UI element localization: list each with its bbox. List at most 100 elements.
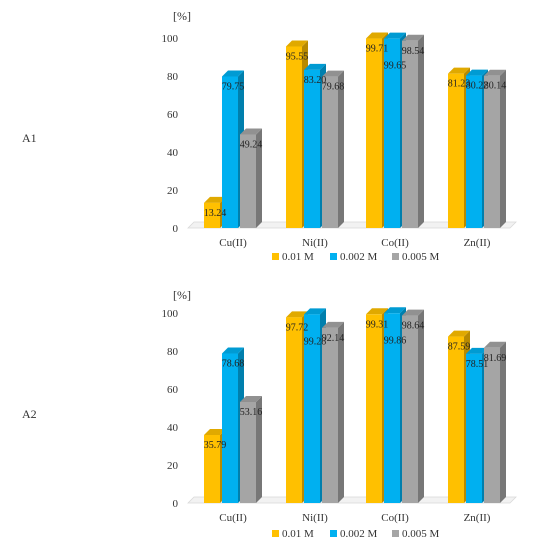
y-tick-label: 40 bbox=[167, 147, 179, 159]
legend-entry: 0.002 M bbox=[340, 528, 378, 540]
legend-entry: 0.002 M bbox=[340, 251, 378, 263]
bar-top bbox=[484, 341, 506, 348]
bar-front bbox=[222, 76, 238, 228]
bar-top bbox=[322, 321, 344, 328]
bar-top bbox=[366, 32, 388, 39]
bar-top bbox=[240, 128, 262, 135]
legend-entry: 0.005 M bbox=[402, 251, 440, 263]
bar-front bbox=[204, 434, 220, 503]
bar-front bbox=[304, 69, 320, 228]
y-tick-label: 80 bbox=[167, 346, 179, 358]
legend: 0.01 M 0.002 M 0.005 M bbox=[272, 528, 440, 540]
bar-top bbox=[466, 347, 488, 354]
data-label: 53.16 bbox=[240, 407, 263, 418]
bar-front bbox=[204, 202, 220, 228]
bar bbox=[402, 34, 424, 228]
bar-top bbox=[384, 32, 406, 39]
bar-top bbox=[448, 67, 470, 74]
x-tick-label: Cu(II) bbox=[219, 512, 247, 524]
bar-top bbox=[222, 347, 244, 354]
legend-swatch bbox=[392, 530, 399, 537]
data-label: 35.79 bbox=[204, 440, 227, 451]
bar-front bbox=[322, 327, 338, 503]
data-label: 99.31 bbox=[366, 319, 389, 330]
data-label: 13.24 bbox=[204, 208, 227, 219]
bar bbox=[484, 69, 506, 228]
bar-side bbox=[256, 395, 262, 503]
legend-entry: 0.005 M bbox=[402, 528, 440, 540]
data-label: 92.14 bbox=[322, 333, 345, 344]
bar-front bbox=[402, 40, 418, 228]
bar bbox=[484, 341, 506, 503]
y-tick-label: 60 bbox=[167, 109, 179, 121]
bar-front bbox=[240, 401, 256, 503]
data-label: 99.28 bbox=[304, 336, 327, 347]
y-tick-label: 100 bbox=[162, 308, 179, 320]
panel-label: A2 bbox=[22, 407, 37, 421]
data-label: 99.71 bbox=[366, 44, 389, 55]
data-label: 98.64 bbox=[402, 321, 425, 332]
data-label: 98.54 bbox=[402, 46, 425, 57]
bar bbox=[240, 395, 262, 503]
bar-front bbox=[322, 76, 338, 228]
bar-front bbox=[222, 353, 238, 503]
y-axis-unit-label: [%] bbox=[173, 9, 191, 23]
data-label: 80.22 bbox=[466, 81, 489, 92]
bar-top bbox=[402, 34, 424, 41]
bar-front bbox=[466, 75, 482, 228]
bar bbox=[322, 70, 344, 228]
bar-front bbox=[240, 134, 256, 228]
bar-side bbox=[418, 309, 424, 503]
bar-front bbox=[384, 38, 400, 228]
y-tick-label: 20 bbox=[167, 460, 179, 472]
legend-swatch bbox=[330, 253, 337, 260]
y-axis-unit-label: [%] bbox=[173, 288, 191, 302]
panel-label: A1 bbox=[22, 131, 37, 145]
bar-front bbox=[448, 73, 464, 229]
data-label: 79.68 bbox=[322, 82, 345, 93]
bar-top bbox=[240, 395, 262, 402]
data-label: 87.59 bbox=[448, 342, 471, 353]
legend-swatch bbox=[272, 530, 279, 537]
x-tick-label: Cu(II) bbox=[219, 237, 247, 249]
data-label: 79.75 bbox=[222, 81, 245, 92]
x-tick-label: Co(II) bbox=[381, 512, 409, 524]
x-tick-label: Zn(II) bbox=[464, 512, 491, 524]
bar-side bbox=[500, 341, 506, 503]
bar-top bbox=[204, 428, 226, 435]
bar-top bbox=[322, 70, 344, 77]
bar-side bbox=[418, 34, 424, 228]
y-tick-label: 40 bbox=[167, 422, 179, 434]
y-tick-label: 20 bbox=[167, 185, 179, 197]
bar-front bbox=[304, 314, 320, 503]
bar-top bbox=[448, 330, 470, 337]
legend: 0.01 M 0.002 M 0.005 M bbox=[272, 251, 440, 263]
data-label: 49.24 bbox=[240, 139, 263, 150]
bar bbox=[240, 128, 262, 228]
bar-side bbox=[338, 321, 344, 503]
bar-top bbox=[484, 69, 506, 76]
legend-entry: 0.01 M bbox=[282, 251, 314, 263]
bar-top bbox=[286, 311, 308, 318]
bar-top bbox=[204, 196, 226, 203]
bar-top bbox=[286, 40, 308, 47]
bar-top bbox=[402, 309, 424, 316]
data-label: 80.14 bbox=[484, 81, 507, 92]
bar-side bbox=[256, 128, 262, 228]
data-label: 78.51 bbox=[466, 359, 489, 370]
bar-front bbox=[484, 75, 500, 228]
bar-front bbox=[466, 353, 482, 503]
data-label: 83.20 bbox=[304, 75, 327, 86]
bar-front bbox=[384, 313, 400, 503]
bar-side bbox=[500, 69, 506, 228]
x-tick-label: Ni(II) bbox=[302, 237, 328, 249]
y-tick-label: 80 bbox=[167, 71, 179, 83]
bar bbox=[322, 321, 344, 503]
bar-front bbox=[448, 336, 464, 503]
y-tick-label: 0 bbox=[173, 223, 179, 235]
bar-top bbox=[304, 63, 326, 70]
x-tick-label: Ni(II) bbox=[302, 512, 328, 524]
bar-top bbox=[466, 69, 488, 76]
bar-front bbox=[484, 347, 500, 503]
chart-panel-a1: A1 [%] 0 20 40 60 80 100 Cu(II) Ni(II) Co(II) Zn(II… bbox=[22, 9, 517, 263]
